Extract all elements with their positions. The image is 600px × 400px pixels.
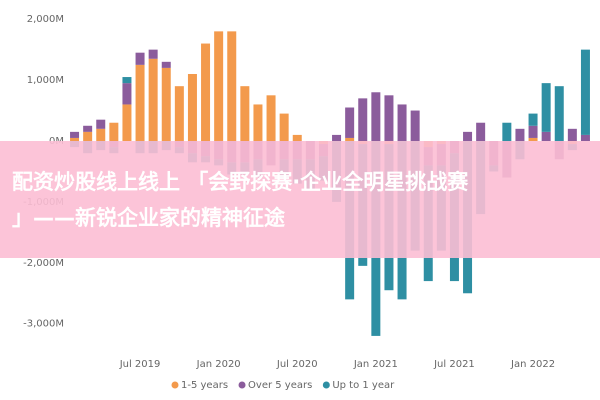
banner: 配资炒股线上线上 「会野探赛·企业全明星挑战赛 」——新锐企业家的精神征途 [0,141,600,258]
bar-segment [528,137,538,141]
bar-segment [227,31,237,142]
bar-segment [83,125,93,132]
bar-segment [266,95,276,141]
bar-segment [201,43,211,141]
bar-segment [148,58,158,141]
bar-segment [174,86,184,141]
bar-segment [397,104,407,141]
banner-line: 配资炒股线上线上 「会野探赛·企业全明星挑战赛 [12,169,469,194]
bar-segment [358,98,368,141]
bar-segment [187,74,197,141]
bar-segment [135,64,145,141]
bar-segment [122,104,132,141]
x-tick-label: Jan 2020 [196,359,241,370]
bar-segment [161,61,171,68]
bar-segment [528,113,538,126]
y-tick-label: -3,000M [23,319,64,330]
bar-segment [96,119,106,129]
bar-segment [214,31,224,142]
x-tick-label: Jul 2021 [433,359,475,370]
bar-segment [70,137,80,141]
bar-segment [384,95,394,141]
banner-line: 」——新锐企业家的精神征途 [12,205,285,230]
bar-segment [279,113,289,141]
bar-segment [161,67,171,141]
bar-segment [70,131,80,138]
x-tick-label: Jul 2019 [119,359,161,370]
bar-segment [580,49,590,135]
legend-label: Over 5 years [248,380,312,391]
bar-segment [96,128,106,141]
bar-segment [253,104,263,141]
bar-segment [554,86,564,141]
x-tick-label: Jul 2020 [276,359,318,370]
bar-segment [122,77,132,84]
x-tick-label: Jan 2022 [510,359,555,370]
bar-segment [240,86,250,141]
bar-segment [541,83,551,132]
legend-marker [238,381,246,389]
bar-segment [332,134,342,141]
legend-marker [171,381,179,389]
bar-segment [109,122,119,141]
y-tick-label: 1,000M [27,75,64,86]
legend-label: 1-5 years [181,380,228,391]
bar-segment [345,107,355,138]
bar-segment [502,122,512,141]
bar-segment [567,128,577,141]
bar-segment [371,92,381,141]
bar-segment [135,52,145,65]
bar-segment [515,128,525,141]
bar-segment [292,134,302,141]
bar-segment [122,83,132,105]
legend-marker [322,381,330,389]
bar-segment [410,110,420,141]
y-tick-label: -2,000M [23,258,64,269]
bar-segment [83,131,93,141]
bar-segment [528,125,538,138]
x-tick-label: Jan 2021 [353,359,398,370]
bar-segment [580,134,590,141]
bar-segment [345,137,355,141]
bar-segment [541,131,551,141]
y-tick-label: 2,000M [27,14,64,25]
bar-segment [148,49,158,59]
legend-label: Up to 1 year [332,380,395,391]
bar-segment [476,122,486,141]
bar-segment [463,131,473,141]
